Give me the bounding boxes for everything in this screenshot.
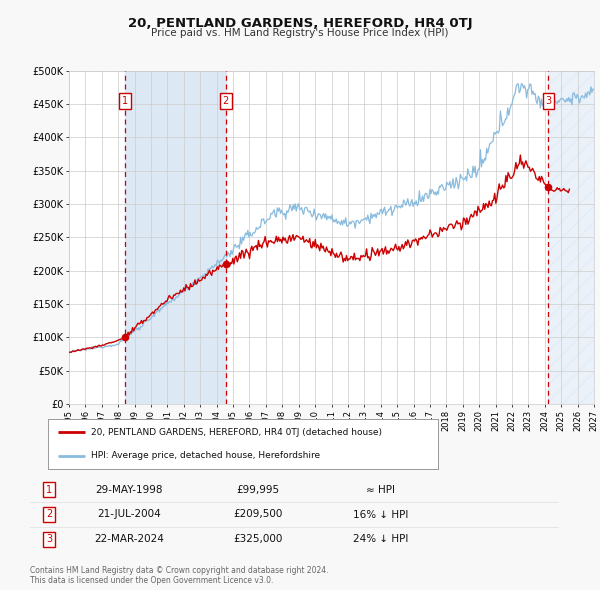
- Text: £209,500: £209,500: [233, 510, 283, 519]
- Text: Contains HM Land Registry data © Crown copyright and database right 2024.
This d: Contains HM Land Registry data © Crown c…: [30, 566, 329, 585]
- Text: £325,000: £325,000: [233, 535, 283, 544]
- Text: 20, PENTLAND GARDENS, HEREFORD, HR4 0TJ (detached house): 20, PENTLAND GARDENS, HEREFORD, HR4 0TJ …: [91, 428, 382, 437]
- Text: £99,995: £99,995: [236, 485, 280, 494]
- Text: 3: 3: [545, 96, 551, 106]
- Text: 29-MAY-1998: 29-MAY-1998: [95, 485, 163, 494]
- Bar: [548, 71, 594, 404]
- Text: 1: 1: [46, 485, 52, 494]
- Text: 16% ↓ HPI: 16% ↓ HPI: [353, 510, 409, 519]
- Text: 1: 1: [122, 96, 128, 106]
- Bar: [125, 71, 226, 404]
- Text: Price paid vs. HM Land Registry's House Price Index (HPI): Price paid vs. HM Land Registry's House …: [151, 28, 449, 38]
- Text: ≈ HPI: ≈ HPI: [367, 485, 395, 494]
- Text: 3: 3: [46, 535, 52, 544]
- Text: 21-JUL-2004: 21-JUL-2004: [97, 510, 161, 519]
- Text: 20, PENTLAND GARDENS, HEREFORD, HR4 0TJ: 20, PENTLAND GARDENS, HEREFORD, HR4 0TJ: [128, 17, 472, 30]
- Text: 2: 2: [46, 510, 52, 519]
- Text: 2: 2: [223, 96, 229, 106]
- Text: 24% ↓ HPI: 24% ↓ HPI: [353, 535, 409, 544]
- Text: 22-MAR-2024: 22-MAR-2024: [94, 535, 164, 544]
- Text: HPI: Average price, detached house, Herefordshire: HPI: Average price, detached house, Here…: [91, 451, 320, 460]
